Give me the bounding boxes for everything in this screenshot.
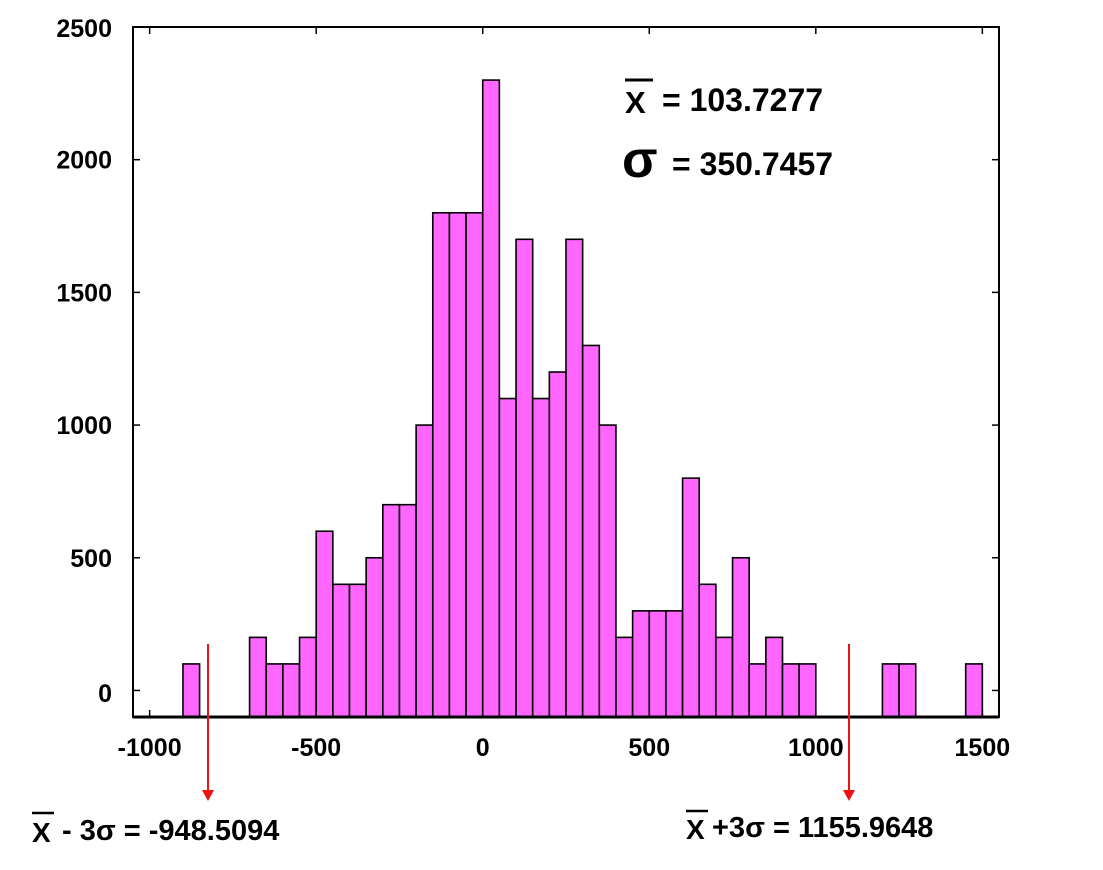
mean-annotation: X = 103.7277 bbox=[625, 78, 823, 120]
histogram-bar bbox=[698, 583, 717, 718]
y-tick-label: 1500 bbox=[56, 279, 112, 307]
histogram-bar bbox=[964, 663, 984, 718]
histogram-bar bbox=[881, 663, 900, 718]
histogram-bar bbox=[565, 238, 584, 718]
x-tick-label: -500 bbox=[291, 734, 341, 762]
histogram-bar bbox=[365, 556, 384, 718]
histogram-bar bbox=[648, 610, 667, 718]
bars-layer bbox=[182, 79, 984, 718]
histogram-bar bbox=[548, 371, 567, 718]
histogram-bar bbox=[332, 583, 351, 718]
histogram-bar bbox=[615, 636, 634, 718]
histogram-bar bbox=[765, 636, 784, 718]
y-tick-label: 1000 bbox=[56, 412, 112, 440]
histogram-bar bbox=[265, 663, 284, 718]
upper-symbol: X bbox=[686, 814, 705, 845]
upper-label: +3σ = 1155.9648 bbox=[712, 812, 933, 844]
histogram-bar bbox=[748, 663, 767, 718]
y-tick-label: 2000 bbox=[56, 147, 112, 175]
histogram-bar bbox=[731, 556, 750, 718]
histogram-bar bbox=[298, 636, 317, 718]
histogram-bar bbox=[431, 211, 451, 718]
upper-marker-arrowhead bbox=[843, 790, 855, 801]
x-tick-label: -1000 bbox=[118, 734, 182, 762]
histogram-bar bbox=[382, 503, 401, 718]
mean-symbol: X bbox=[625, 85, 646, 120]
lower-bound-marker bbox=[202, 644, 214, 801]
histogram-bar bbox=[282, 663, 301, 718]
histogram-bar bbox=[681, 477, 701, 718]
lower-marker-arrowhead bbox=[202, 790, 214, 801]
histogram-bar bbox=[348, 583, 367, 718]
histogram-bar bbox=[182, 663, 201, 718]
lower-label: - 3σ = -948.5094 bbox=[62, 815, 279, 847]
histogram-bar bbox=[315, 530, 334, 718]
histogram-bar bbox=[515, 238, 534, 718]
histogram-bar bbox=[631, 610, 651, 718]
histogram-bar bbox=[498, 397, 517, 718]
histogram-bar bbox=[248, 636, 268, 718]
lower-bound-annotation: X - 3σ = -948.5094 bbox=[32, 811, 279, 848]
upper-bound-annotation: X +3σ = 1155.9648 bbox=[686, 809, 933, 845]
histogram-bar bbox=[798, 663, 817, 718]
histogram-bar bbox=[781, 663, 800, 718]
ticks-layer bbox=[133, 26, 999, 717]
sigma-value: = 350.7457 bbox=[672, 146, 833, 182]
histogram-bar bbox=[415, 424, 434, 718]
histogram-bar bbox=[398, 503, 417, 718]
y-tick-label: 500 bbox=[70, 545, 112, 573]
y-tick-label: 2500 bbox=[56, 15, 112, 43]
mean-value: = 103.7277 bbox=[662, 82, 823, 118]
tick-labels-layer: -1000 -500 0 500 1000 1500 0 500 1000 1500 2000 250… bbox=[56, 15, 1010, 762]
histogram-bar bbox=[598, 424, 617, 718]
x-tick-label: 500 bbox=[628, 734, 670, 762]
histogram-bar bbox=[481, 79, 501, 718]
x-tick-label: 0 bbox=[476, 734, 490, 762]
histogram-bar bbox=[665, 610, 684, 718]
histogram-bar bbox=[715, 636, 734, 718]
upper-bound-marker bbox=[843, 644, 855, 801]
x-tick-label: 1500 bbox=[955, 734, 1011, 762]
y-tick-label: 0 bbox=[98, 680, 112, 708]
histogram-bar bbox=[531, 397, 551, 718]
histogram-bar bbox=[898, 663, 917, 718]
histogram-bar bbox=[465, 211, 484, 718]
histogram-bar bbox=[581, 344, 601, 718]
histogram-bar bbox=[448, 211, 467, 718]
lower-symbol: X bbox=[32, 817, 51, 848]
sigma-annotation: σ = 350.7457 bbox=[622, 131, 833, 189]
x-tick-label: 1000 bbox=[788, 734, 844, 762]
sigma-symbol: σ bbox=[622, 131, 658, 189]
